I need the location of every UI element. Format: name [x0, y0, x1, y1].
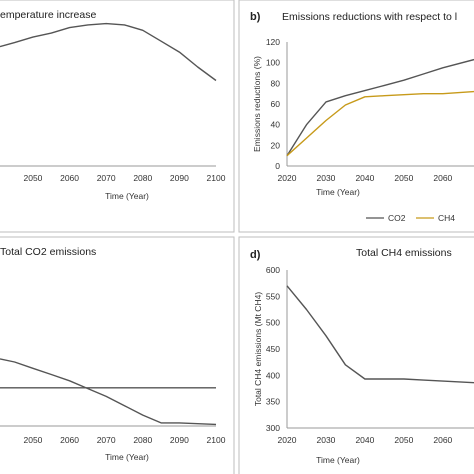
- panel-b-ytick-80: 80: [271, 78, 281, 88]
- panel-a-xtick-2070: 2070: [97, 173, 116, 183]
- panel-b-xtick-2020: 2020: [278, 173, 297, 183]
- panel-d-ytick-550: 550: [266, 291, 280, 301]
- panel-b: b) Emissions reductions with respect to …: [250, 11, 474, 223]
- panel-c-xtick-2050: 2050: [23, 435, 42, 445]
- panel-d-ytick-500: 500: [266, 318, 280, 328]
- panel-c-xtick-2090: 2090: [170, 435, 189, 445]
- panel-d-ytick-400: 400: [266, 370, 280, 380]
- panel-b-ylabel: Emissions reductions (%): [252, 56, 262, 152]
- legend-co2-label: CO2: [388, 213, 406, 223]
- panel-d-xtick-2020: 2020: [278, 435, 297, 445]
- panel-d: d) Total CH4 emissions 300 350 400 450 500 55…: [250, 247, 474, 465]
- panel-d-ytick-450: 450: [266, 344, 280, 354]
- panel-d-ytick-350: 350: [266, 397, 280, 407]
- panel-a-xtick-2050: 2050: [23, 173, 42, 183]
- panel-d-label: d): [250, 249, 261, 261]
- panel-b-legend: CO2 CH4: [366, 213, 455, 223]
- panel-b-ch4-line: [286, 90, 474, 157]
- panel-b-ytick-40: 40: [271, 120, 281, 130]
- panel-c: Total CO2 emissions 2050 2060 2070 2080 2090…: [0, 246, 226, 462]
- panel-b-xlabel: Time (Year): [316, 187, 360, 197]
- panel-d-ylabel: Total CH4 emissions (Mt CH4): [253, 292, 263, 406]
- panel-c-xtick-2080: 2080: [133, 435, 152, 445]
- panel-b-ytick-60: 60: [271, 99, 281, 109]
- panel-b-xtick-2050: 2050: [394, 173, 413, 183]
- panel-b-co2-line: [286, 58, 474, 157]
- panel-c-xlabel: Time (Year): [105, 452, 149, 462]
- panel-d-xlabel: Time (Year): [316, 455, 360, 465]
- panel-a-xtick-2090: 2090: [170, 173, 189, 183]
- panel-b-xtick-2040: 2040: [355, 173, 374, 183]
- panel-b-xtick-2030: 2030: [316, 173, 335, 183]
- panel-d-xtick-2060: 2060: [433, 435, 452, 445]
- panel-d-xtick-2040: 2040: [355, 435, 374, 445]
- panel-b-ytick-120: 120: [266, 37, 280, 47]
- panel-a-xtick-2100: 2100: [207, 173, 226, 183]
- panel-a-frame: [0, 0, 235, 233]
- panel-a-xlabel: Time (Year): [105, 191, 149, 201]
- panel-d-xtick-2030: 2030: [316, 435, 335, 445]
- panel-b-ytick-20: 20: [271, 140, 281, 150]
- panel-a: emperature increase 2050 2060 2070 2080 2090…: [0, 9, 226, 201]
- panel-b-xtick-2060: 2060: [433, 173, 452, 183]
- legend-ch4-label: CH4: [438, 213, 455, 223]
- panel-b-label: b): [250, 11, 261, 23]
- panel-b-frame: [238, 0, 474, 233]
- panel-c-xtick-2060: 2060: [60, 435, 79, 445]
- panel-d-frame: [238, 236, 474, 474]
- panel-c-xtick-2100: 2100: [207, 435, 226, 445]
- panel-c-title: Total CO2 emissions: [0, 246, 96, 258]
- panel-d-xtick-2050: 2050: [394, 435, 413, 445]
- panel-c-xtick-2070: 2070: [97, 435, 116, 445]
- panel-a-xtick-2060: 2060: [60, 173, 79, 183]
- panel-d-series-1-line: [286, 285, 474, 384]
- panel-d-ytick-300: 300: [266, 423, 280, 433]
- panel-b-ytick-100: 100: [266, 58, 280, 68]
- panel-d-title: Total CH4 emissions: [356, 247, 452, 259]
- panel-b-ytick-0: 0: [275, 161, 280, 171]
- panel-c-frame: [0, 236, 235, 474]
- panel-b-title: Emissions reductions with respect to l: [282, 11, 457, 23]
- panel-a-xtick-2080: 2080: [133, 173, 152, 183]
- panel-a-title: emperature increase: [0, 9, 96, 21]
- panel-d-ytick-600: 600: [266, 265, 280, 275]
- panel-c-series-1-line: [0, 358, 217, 426]
- panel-a-series-1-line: [0, 22, 217, 82]
